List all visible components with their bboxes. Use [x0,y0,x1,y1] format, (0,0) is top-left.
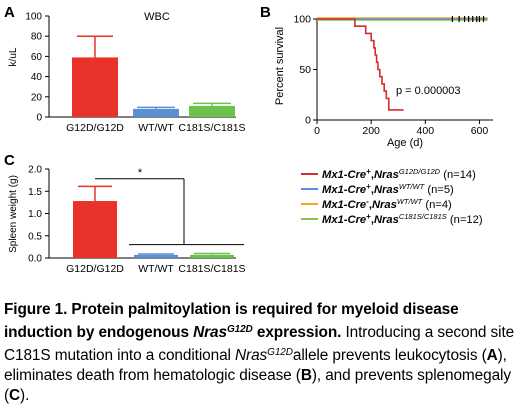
panel-c-category-label: WT/WT [138,263,174,275]
panel-c-bar [134,254,178,258]
panel-c-category-label: G12D/G12D [66,263,124,275]
panel-a-bar [189,105,235,117]
legend-allele: WT/WT [397,197,424,206]
legend-allele: C181S/C181S [399,212,447,221]
legend-cre-sign: + [366,212,371,221]
panel-b-xlabel: Age (d) [387,137,423,149]
legend-n: (n=12) [447,214,483,226]
caption-bold-sup: G12D [226,324,253,335]
panel-c-ytick-label: 1.0 [28,209,42,220]
panel-a-bar [133,108,179,117]
panel-b-survival-chart: Percent survival Age (d) 0 50 100 0 200 400 6… [274,14,493,149]
panel-c-ytick-label: 2.0 [28,165,42,176]
caption-text-1: Introducing a second site C181S mutation… [4,324,515,364]
panel-c-ytick-label: 0.0 [28,254,42,265]
panel-b-ylabel: Percent survival [274,27,286,105]
caption-ref-b: B [300,367,312,384]
panel-letter-a: A [4,4,15,21]
panel-a-ytick-label: 0 [36,113,42,124]
panel-letter-c: C [4,152,15,169]
panel-letter-b: B [260,4,271,21]
panel-b-xtick-label: 400 [417,125,435,137]
caption-ref-c: C [9,387,21,404]
panel-b-survival-line [317,18,404,111]
panel-c-spleen-chart: Spleen weight (g) 0.0 0.5 1.0 1.5 2.0 G12D/G… [8,165,246,276]
panel-b-legend: Mx1-Cre+,NrasG12D/G12D (n=14)Mx1-Cre+,Nr… [301,167,483,226]
caption-ref-a: A [486,347,498,364]
legend-n: (n=5) [424,184,454,196]
panel-c-sig-star: * [138,167,143,179]
panel-a-title: WBC [144,11,170,23]
caption-text-3: ), eliminates death from hematologic dis… [4,347,507,384]
caption-bold-a: Figure 1. Protein palmitoylation is requ… [4,301,459,341]
panel-b-xtick-label: 600 [471,125,489,137]
figure-panels: A B C WBC k/uL 0 20 40 60 80 100 G12D/G12D WT/… [4,4,493,276]
legend-entry: Mx1-Cre+,NrasG12D/G12D (n=14) [322,167,476,181]
legend-n: (n=14) [440,169,476,181]
panel-b-xtick-label: 0 [314,125,320,137]
legend-cre: Mx1-Cre [322,184,366,196]
legend-cre-sign: - [366,197,369,206]
caption-bold-b: expression. [252,324,342,341]
legend-comma: , [371,169,374,181]
legend-comma: , [371,214,374,226]
panel-a-ytick-label: 40 [31,72,43,83]
figure-caption: Figure 1. Protein palmitoylation is requ… [4,300,518,406]
panel-a-ytick-label: 100 [25,12,42,23]
legend-cre: Mx1-Cre [322,199,366,211]
panel-a-bar [72,57,118,117]
legend-comma: , [371,184,374,196]
panel-c-category-label: C181S/C181S [178,263,245,275]
caption-text-5: ). [20,387,30,404]
panel-a-category-label: WT/WT [138,122,174,134]
legend-n: (n=4) [422,199,452,211]
panel-c-ytick-label: 1.5 [28,187,42,198]
legend-cre-sign: + [366,167,371,176]
legend-comma: , [369,199,372,211]
panel-c-ytick-label: 0.5 [28,231,42,242]
panel-a-wbc-chart: WBC k/uL 0 20 40 60 80 100 G12D/G12D WT/WT C181… [8,11,246,134]
legend-entry: Mx1-Cre+,NrasWT/WT (n=5) [322,182,454,196]
caption-bold-nras: Nras [193,324,227,341]
panel-c-ylabel: Spleen weight (g) [8,175,19,253]
panel-a-ytick-label: 20 [31,92,43,103]
caption-nras-2: Nras [235,347,268,364]
legend-nras: Nras [372,199,397,211]
panel-a-category-label: G12D/G12D [66,122,124,134]
legend-nras: Nras [374,169,399,181]
panel-a-ytick-label: 60 [31,52,43,63]
legend-entry: Mx1-Cre-,NrasWT/WT (n=4) [322,197,452,211]
panel-a-category-label: C181S/C181S [178,122,245,134]
panel-b-ytick-label: 100 [293,14,311,26]
caption-text-2: allele prevents leukocytosis ( [292,347,487,364]
caption-sup-2: G12D [267,347,293,358]
legend-allele: G12D/G12D [399,167,441,176]
panel-a-ylabel: k/uL [8,47,19,66]
legend-allele: WT/WT [399,182,426,191]
panel-b-pvalue: p = 0.000003 [396,85,461,97]
panel-b-ytick-label: 50 [299,64,311,76]
caption-text-4: ), and prevents splenomegaly ( [4,367,511,404]
legend-cre: Mx1-Cre [322,169,366,181]
legend-nras: Nras [374,184,399,196]
panel-c-bar [190,254,234,258]
legend-cre: Mx1-Cre [322,214,366,226]
legend-nras: Nras [374,214,399,226]
legend-entry: Mx1-Cre+,NrasC181S/C181S (n=12) [322,212,483,226]
panel-b-xtick-label: 200 [362,125,380,137]
panel-b-ytick-label: 0 [305,115,311,127]
legend-cre-sign: + [366,182,371,191]
panel-a-ytick-label: 80 [31,32,43,43]
panel-c-bar [73,201,117,258]
